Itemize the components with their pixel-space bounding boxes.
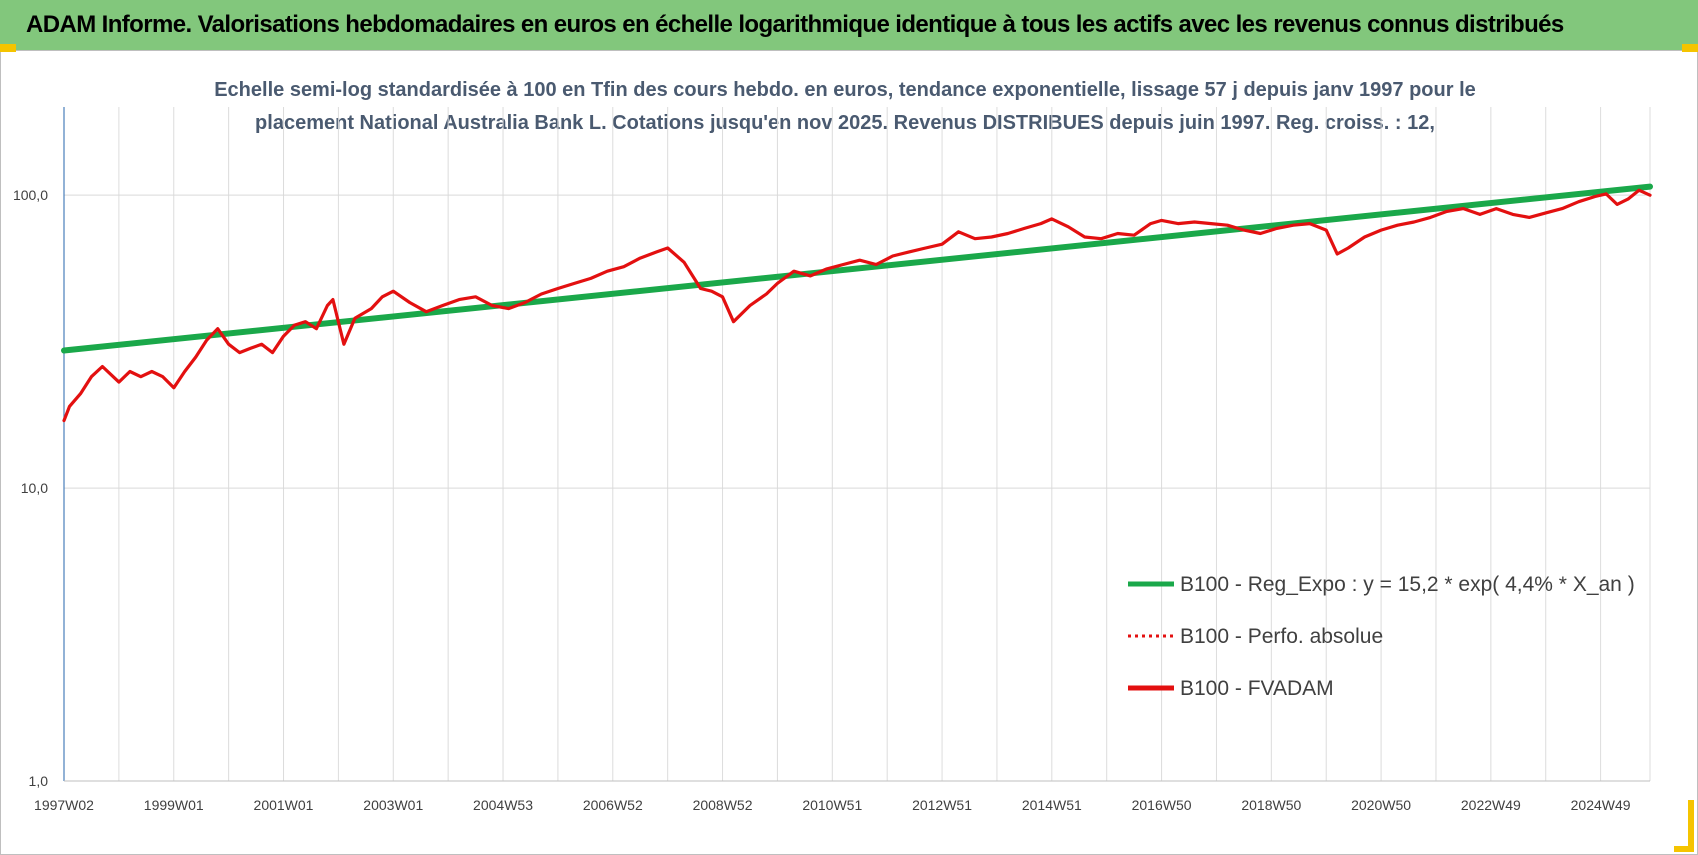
report-banner: ADAM Informe. Valorisations hebdomadaire…	[0, 0, 1698, 50]
x-tick-label: 2001W01	[254, 797, 314, 813]
x-tick-label: 2016W50	[1132, 797, 1192, 813]
legend-label-perfo: B100 - Perfo. absolue	[1180, 625, 1383, 648]
x-tick-label: 2008W52	[693, 797, 753, 813]
x-tick-label: 2010W51	[802, 797, 862, 813]
x-tick-label: 1999W01	[144, 797, 204, 813]
x-tick-label: 2012W51	[912, 797, 972, 813]
corner-accent-bottom-right	[1688, 800, 1694, 850]
axes: 100,0 10,0 1,0 1997W02 1999W01 2001W01 2003W01…	[13, 107, 1650, 813]
x-tick-label: 2020W50	[1351, 797, 1411, 813]
series-line-2	[62, 188, 1652, 423]
legend-label-trend: B100 - Reg_Expo : y = 15,2 * exp( 4,4% *…	[1180, 573, 1635, 596]
x-tick-label: 2004W53	[473, 797, 533, 813]
x-tick-label: 1997W02	[34, 797, 94, 813]
legend: B100 - Reg_Expo : y = 15,2 * exp( 4,4% *…	[1128, 573, 1635, 700]
corner-accent-top-left	[0, 44, 16, 52]
y-tick-label: 10,0	[21, 480, 48, 496]
chart-title: Echelle semi-log standardisée à 100 en T…	[214, 79, 1476, 134]
banner-title: ADAM Informe. Valorisations hebdomadaire…	[26, 11, 1564, 38]
corner-accent-bottom-right-base	[1674, 846, 1694, 852]
grid-lines	[63, 107, 1651, 782]
x-tick-label: 2003W01	[363, 797, 423, 813]
chart-title-line-1: Echelle semi-log standardisée à 100 en T…	[214, 79, 1476, 101]
x-tick-label: 2018W50	[1241, 797, 1301, 813]
series-lines	[61, 183, 1653, 423]
x-tick-label: 2006W52	[583, 797, 643, 813]
x-tick-label: 2014W51	[1022, 797, 1082, 813]
corner-accent-top-right	[1682, 44, 1698, 52]
series-line-0	[61, 183, 1653, 354]
y-tick-label: 1,0	[29, 773, 49, 789]
chart-title-line-2: placement National Australia Bank L. Cot…	[255, 112, 1435, 134]
x-tick-label: 2024W49	[1571, 797, 1631, 813]
y-tick-label: 100,0	[13, 187, 48, 203]
legend-label-fvadam: B100 - FVADAM	[1180, 677, 1334, 700]
x-tick-label: 2022W49	[1461, 797, 1521, 813]
